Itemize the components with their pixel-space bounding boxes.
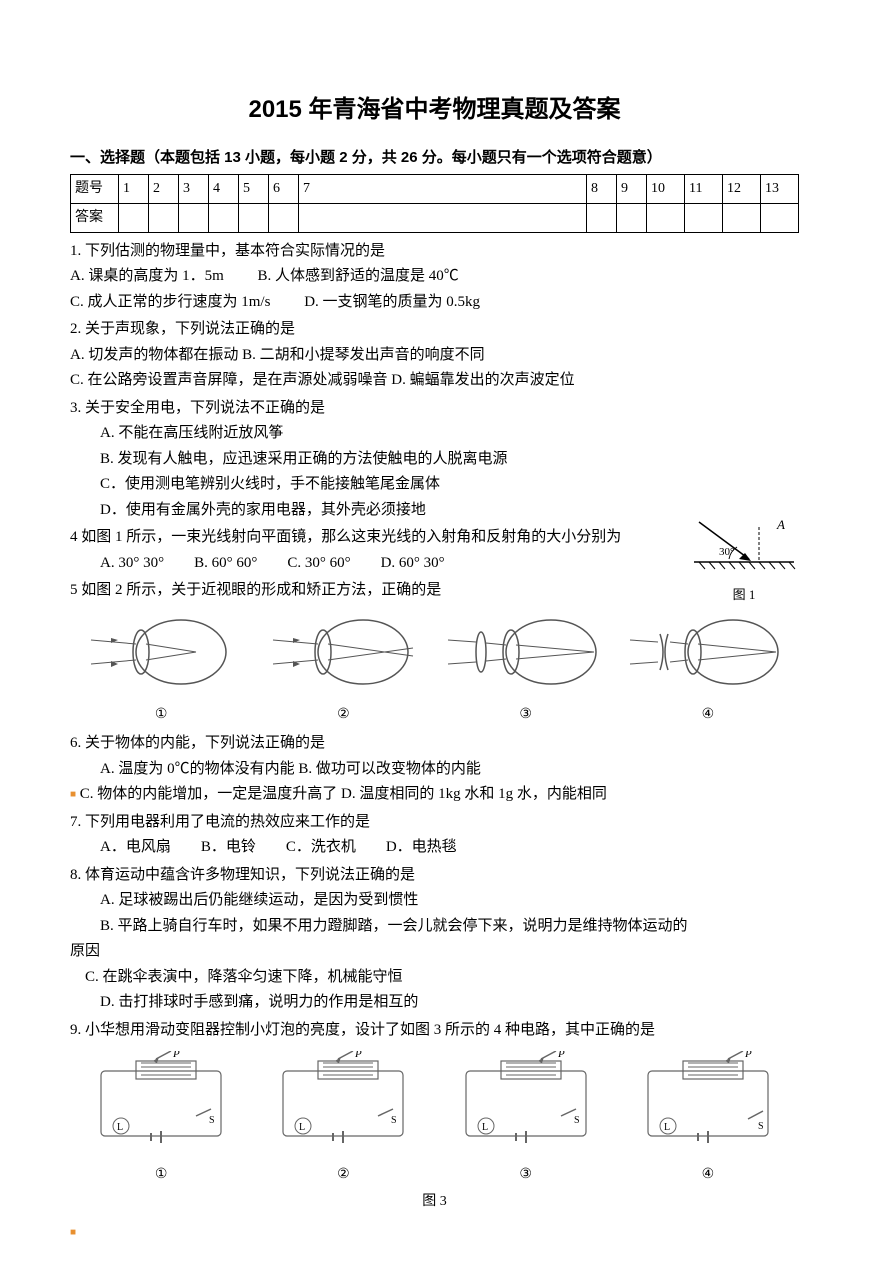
q3-stem: 3. 关于安全用电，下列说法不正确的是: [70, 396, 799, 422]
col-num: 8: [587, 175, 617, 204]
q8-opt-a: A. 足球被踢出后仍能继续运动，是因为受到惯性: [70, 888, 799, 914]
figure-2-row: ① ②: [70, 612, 799, 727]
circuit-diagram-2: P L S ②: [252, 1051, 434, 1186]
letter-a-label: A: [776, 517, 785, 532]
q3-opt-a: A. 不能在高压线附近放风筝: [70, 421, 799, 447]
answer-cell: [723, 204, 761, 233]
answer-cell: [269, 204, 299, 233]
answer-cell: [239, 204, 269, 233]
col-num: 13: [761, 175, 799, 204]
answer-cell: [685, 204, 723, 233]
col-num: 11: [685, 175, 723, 204]
figure-3-row: P L S ① P L S ②: [70, 1051, 799, 1186]
q3-opt-c: C．使用测电笔辨别火线时，手不能接触笔尾金属体: [70, 472, 799, 498]
eye-diagram-3: ③: [435, 612, 617, 727]
fig3-caption: 图 3: [70, 1190, 799, 1214]
answer-table: 题号 1 2 3 4 5 6 7 8 9 10 11 12 13 答案: [70, 174, 799, 233]
angle-label: 30°: [719, 546, 734, 558]
answer-cell: [119, 204, 149, 233]
circuit-diagram-4: P L S ④: [617, 1051, 799, 1186]
row-label: 答案: [71, 204, 119, 233]
q8-opt-c: C. 在跳伞表演中，降落伞匀速下降，机械能守恒: [70, 965, 799, 991]
svg-text:L: L: [299, 1122, 305, 1133]
q6-stem: 6. 关于物体的内能，下列说法正确的是: [70, 731, 799, 757]
answer-cell: [587, 204, 617, 233]
q1: 1. 下列估测的物理量中，基本符合实际情况的是 A. 课桌的高度为 1．5m B…: [70, 239, 799, 316]
q7: 7. 下列用电器利用了电流的热效应来工作的是 A．电风扇 B．电铃 C．洗衣机 …: [70, 810, 799, 861]
q8-opt-d: D. 击打排球时手感到痛，说明力的作用是相互的: [70, 990, 799, 1016]
svg-text:S: S: [391, 1115, 397, 1126]
col-num: 7: [299, 175, 587, 204]
answer-cell: [149, 204, 179, 233]
q1-opts: A. 课桌的高度为 1．5m B. 人体感到舒适的温度是 40℃: [70, 264, 799, 290]
svg-text:S: S: [574, 1115, 580, 1126]
q1-stem: 1. 下列估测的物理量中，基本符合实际情况的是: [70, 239, 799, 265]
q8-opt-b-cont: 原因: [70, 939, 799, 965]
q7-opts: A．电风扇 B．电铃 C．洗衣机 D．电热毯: [70, 835, 799, 861]
dot-icon: ■: [70, 1227, 76, 1238]
q3: 3. 关于安全用电，下列说法不正确的是 A. 不能在高压线附近放风筝 B. 发现…: [70, 396, 799, 524]
eye-diagram-2: ②: [252, 612, 434, 727]
q8-opt-b: B. 平路上骑自行车时，如果不用力蹬脚踏，一会儿就会停下来，说明力是维持物体运动…: [70, 914, 799, 940]
q6-opt-ab: A. 温度为 0℃的物体没有内能 B. 做功可以改变物体的内能: [70, 757, 799, 783]
q1-opts2: C. 成人正常的步行速度为 1m/s D. 一支钢笔的质量为 0.5kg: [70, 290, 799, 316]
q9-stem: 9. 小华想用滑动变阻器控制小灯泡的亮度，设计了如图 3 所示的 4 种电路，其…: [70, 1018, 799, 1044]
answer-cell: [179, 204, 209, 233]
q9: 9. 小华想用滑动变阻器控制小灯泡的亮度，设计了如图 3 所示的 4 种电路，其…: [70, 1018, 799, 1215]
q2-opt-c: C. 在公路旁设置声音屏障，是在声源处减弱噪音 D. 蝙蝠靠发出的次声波定位: [70, 368, 799, 394]
q8: 8. 体育运动中蕴含许多物理知识，下列说法正确的是 A. 足球被踢出后仍能继续运…: [70, 863, 799, 1016]
answer-cell: [617, 204, 647, 233]
svg-text:L: L: [117, 1122, 123, 1133]
row-label: 题号: [71, 175, 119, 204]
q7-stem: 7. 下列用电器利用了电流的热效应来工作的是: [70, 810, 799, 836]
svg-text:S: S: [758, 1121, 764, 1132]
q2: 2. 关于声现象，下列说法正确的是 A. 切发声的物体都在振动 B. 二胡和小提…: [70, 317, 799, 394]
section-header: 一、选择题（本题包括 13 小题，每小题 2 分，共 26 分。每小题只有一个选…: [70, 145, 799, 171]
answer-cell: [647, 204, 685, 233]
fig1-caption: 图 1: [689, 584, 799, 606]
eye-diagram-1: ①: [70, 612, 252, 727]
q3-opt-b: B. 发现有人触电，应迅速采用正确的方法使触电的人脱离电源: [70, 447, 799, 473]
answer-cell: [761, 204, 799, 233]
svg-text:P: P: [172, 1051, 180, 1060]
circuit-diagram-1: P L S ①: [70, 1051, 252, 1186]
col-num: 9: [617, 175, 647, 204]
svg-text:P: P: [354, 1051, 362, 1060]
page-title: 2015 年青海省中考物理真题及答案: [70, 90, 799, 131]
col-num: 10: [647, 175, 685, 204]
col-num: 3: [179, 175, 209, 204]
col-num: 12: [723, 175, 761, 204]
svg-text:P: P: [744, 1051, 752, 1060]
svg-text:L: L: [482, 1122, 488, 1133]
table-row-answers: 答案: [71, 204, 799, 233]
figure-1: A 30° 图 1: [689, 517, 799, 597]
answer-cell: [299, 204, 587, 233]
q4: A 30° 图 1 4 如图 1 所示，一束光线射向平面镜，那么这束光线的入射角…: [70, 525, 799, 576]
col-num: 5: [239, 175, 269, 204]
col-num: 1: [119, 175, 149, 204]
col-num: 4: [209, 175, 239, 204]
dot-icon: ■: [70, 789, 76, 800]
col-num: 2: [149, 175, 179, 204]
col-num: 6: [269, 175, 299, 204]
q2-opt-a: A. 切发声的物体都在振动 B. 二胡和小提琴发出声音的响度不同: [70, 343, 799, 369]
answer-cell: [209, 204, 239, 233]
svg-text:L: L: [664, 1122, 670, 1133]
circuit-diagram-3: P L S ③: [435, 1051, 617, 1186]
eye-diagram-4: ④: [617, 612, 799, 727]
q6-opt-cd: ■ C. 物体的内能增加，一定是温度升高了 D. 温度相同的 1kg 水和 1g…: [70, 782, 799, 808]
table-row-header: 题号 1 2 3 4 5 6 7 8 9 10 11 12 13: [71, 175, 799, 204]
svg-text:P: P: [557, 1051, 565, 1060]
q6: 6. 关于物体的内能，下列说法正确的是 A. 温度为 0℃的物体没有内能 B. …: [70, 731, 799, 808]
q8-stem: 8. 体育运动中蕴含许多物理知识，下列说法正确的是: [70, 863, 799, 889]
svg-text:S: S: [209, 1115, 215, 1126]
q2-stem: 2. 关于声现象，下列说法正确的是: [70, 317, 799, 343]
